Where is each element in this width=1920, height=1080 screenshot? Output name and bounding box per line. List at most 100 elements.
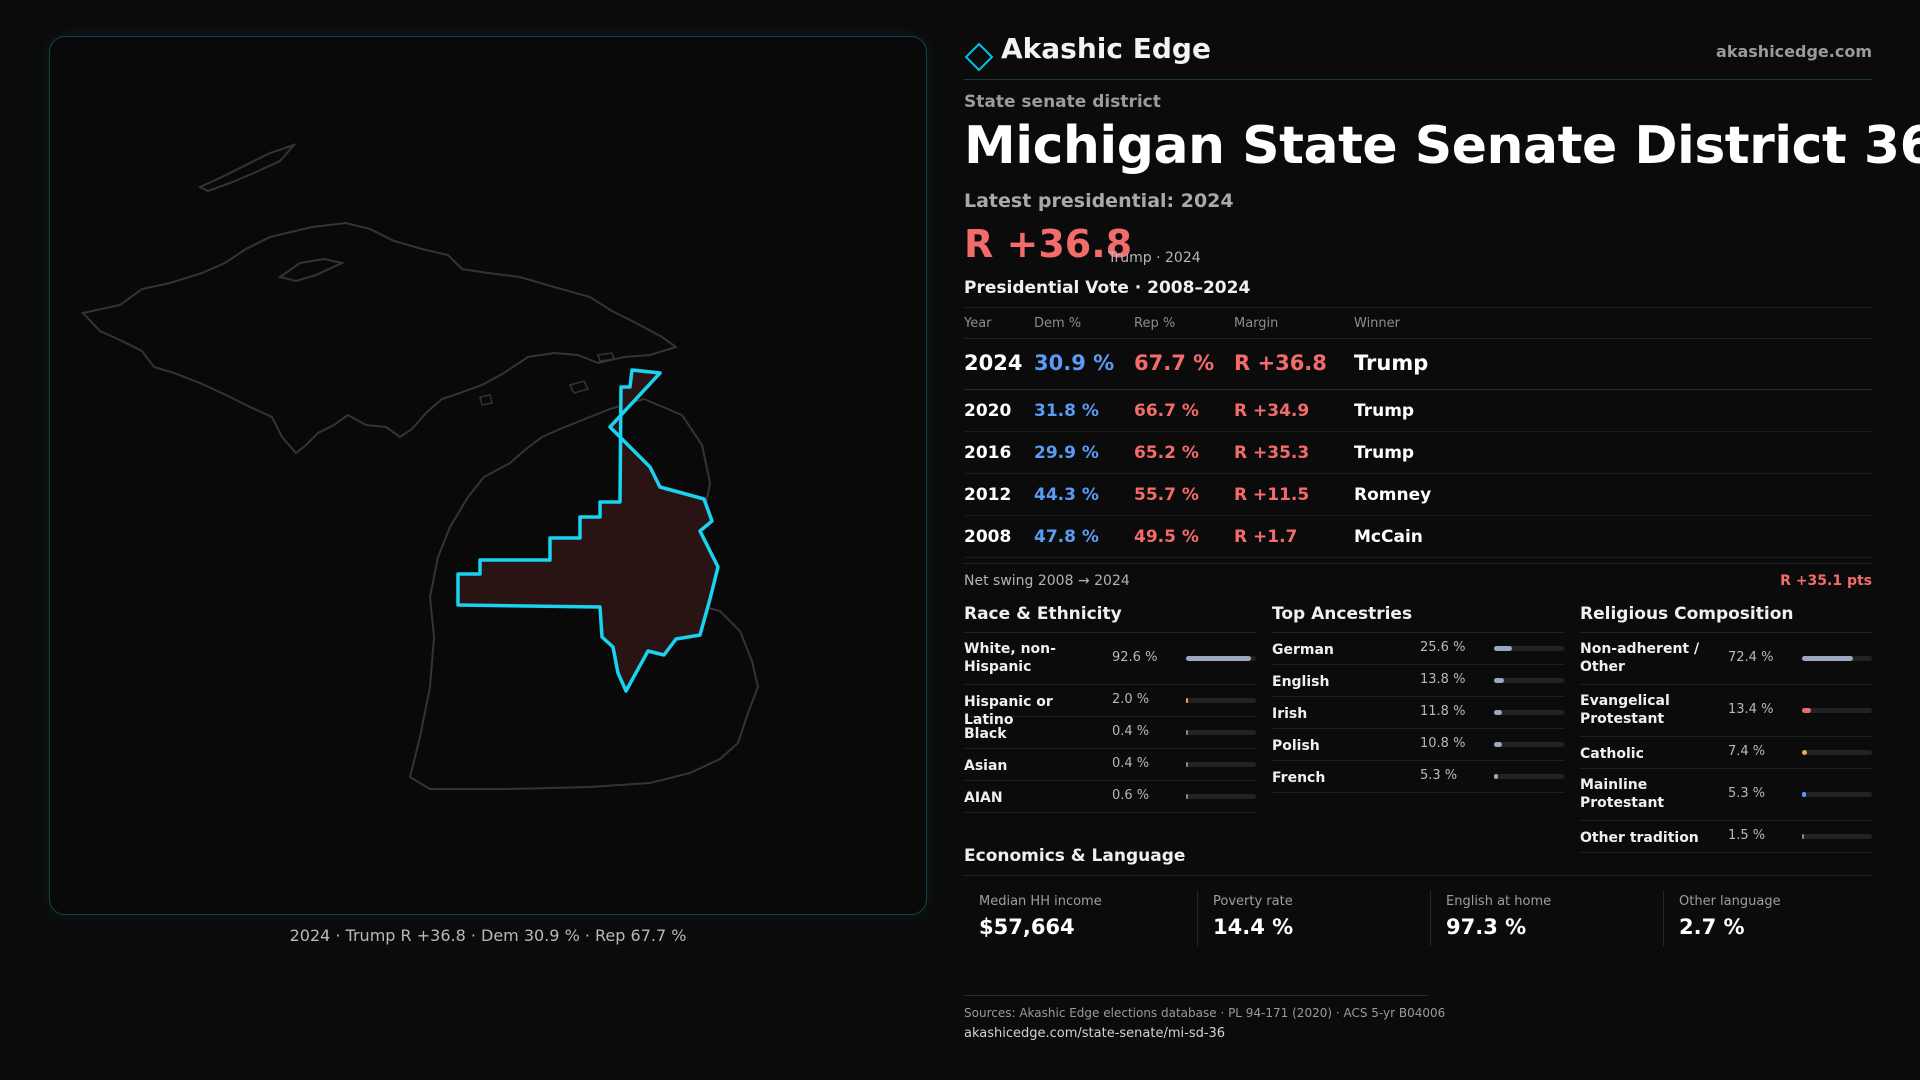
cell-margin: R +35.3 [1234,443,1310,463]
cell-rep: 65.2 % [1134,443,1199,463]
list-item: Polish 10.8 % [1272,729,1564,761]
share-bar [1186,762,1256,767]
item-label: French [1272,770,1326,786]
map-caption: 2024 · Trump R +36.8 · Dem 30.9 % · Rep … [289,926,687,945]
share-bar-fill [1802,708,1812,713]
item-label: Non-adherent / Other [1580,641,1700,675]
presidential-table: Year Dem % Rep % Margin Winner 2024 30.9… [964,307,1872,558]
table-header-row: Year Dem % Rep % Margin Winner [964,308,1872,339]
share-bar [1802,656,1872,661]
item-label: Asian [964,758,1008,774]
table-row: 2020 31.8 % 66.7 % R +34.9 Trump [964,390,1872,432]
list-item: AIAN 0.6 % [964,781,1256,813]
share-bar-fill [1186,762,1188,767]
stat-label: Other language [1679,894,1781,909]
item-value: 0.6 % [1112,788,1150,803]
brand-name[interactable]: Akashic Edge [1001,32,1211,65]
share-bar-fill [1494,774,1498,779]
list-item: Catholic 7.4 % [1580,737,1872,769]
item-label: Polish [1272,738,1320,754]
item-label: Mainline Protestant [1580,777,1665,811]
share-bar [1494,678,1564,683]
share-bar-fill [1494,646,1512,651]
keweenaw-outline [277,257,346,283]
share-bar [1802,834,1872,839]
ancestry-title: Top Ancestries [1272,602,1564,633]
latest-presidential-label: Latest presidential: 2024 [964,190,1234,212]
cell-year: 2016 [964,443,1012,463]
item-label: Evangelical Protestant [1580,693,1670,727]
list-item: Non-adherent / Other 72.4 % [1580,633,1872,685]
share-bar-fill [1186,794,1188,799]
item-value: 72.4 % [1728,650,1774,665]
cell-margin: R +11.5 [1234,485,1310,505]
net-swing-value: R +35.1 pts [1780,573,1872,589]
cell-margin: R +1.7 [1234,527,1298,547]
item-value: 0.4 % [1112,756,1150,771]
share-bar [1494,710,1564,715]
share-bar [1186,698,1256,703]
share-bar-fill [1802,834,1804,839]
cell-dem: 31.8 % [1034,401,1099,421]
stat-value: 97.3 % [1446,915,1527,939]
share-bar-fill [1494,710,1503,715]
island-outline [597,352,615,362]
brand-url-link[interactable]: akashicedge.com [1716,42,1872,61]
share-bar-fill [1802,656,1853,661]
district-map[interactable] [49,36,927,915]
stat-median-income: Median HH income $57,664 [964,890,1189,946]
cell-dem: 29.9 % [1034,443,1099,463]
list-item: Irish 11.8 % [1272,697,1564,729]
item-value: 13.4 % [1728,702,1774,717]
list-item: Hispanic or Latino 2.0 % [964,685,1256,728]
sources-text: Sources: Akashic Edge elections database… [964,1006,1446,1020]
race-ethnicity-title: Race & Ethnicity [964,602,1256,633]
district-36-outline[interactable] [456,368,720,693]
item-value: 5.3 % [1728,786,1766,801]
stat-label: Poverty rate [1213,894,1293,909]
stat-label: Median HH income [979,894,1102,909]
table-row: 2024 30.9 % 67.7 % R +36.8 Trump [964,339,1872,390]
list-item: French 5.3 % [1272,761,1564,793]
share-bar-fill [1494,678,1504,683]
list-item: Evangelical Protestant 13.4 % [1580,685,1872,737]
cell-dem: 44.3 % [1034,485,1099,505]
cell-year: 2008 [964,527,1012,547]
page-title: Michigan State Senate District 36 [964,116,1920,176]
header-dem: Dem % [1034,316,1082,331]
economics-title: Economics & Language [964,846,1872,876]
share-bar-fill [1186,656,1251,661]
list-item: Black 0.4 % [964,717,1256,749]
stat-english-at-home: English at home 97.3 % [1430,890,1655,946]
cell-rep: 49.5 % [1134,527,1199,547]
item-value: 1.5 % [1728,828,1766,843]
brand-header: Akashic Edge akashicedge.com [964,32,1872,80]
item-value: 0.4 % [1112,724,1150,739]
share-bar [1186,656,1256,661]
item-value: 10.8 % [1420,736,1466,751]
share-bar [1494,774,1564,779]
sources-divider [964,995,1427,996]
diamond-outline-icon [964,42,994,72]
share-bar-fill [1802,750,1808,755]
item-value: 11.8 % [1420,704,1466,719]
sources-url-link[interactable]: akashicedge.com/state-senate/mi-sd-36 [964,1026,1226,1041]
cell-dem: 30.9 % [1034,351,1115,375]
item-label: Hispanic or Latino [964,694,1053,728]
share-bar-fill [1802,792,1806,797]
list-item: Other tradition 1.5 % [1580,821,1872,853]
stat-poverty-rate: Poverty rate 14.4 % [1197,890,1422,946]
district-kicker: State senate district [964,92,1161,112]
list-item: English 13.8 % [1272,665,1564,697]
stat-other-language: Other language 2.7 % [1663,890,1888,946]
item-label: Irish [1272,706,1308,722]
header-rep: Rep % [1134,316,1176,331]
header-margin: Margin [1234,316,1279,331]
cell-dem: 47.8 % [1034,527,1099,547]
cell-winner: Romney [1354,485,1432,505]
stat-value: $57,664 [979,915,1075,939]
headline-margin: R +36.8 [964,222,1133,266]
share-bar-fill [1494,742,1502,747]
item-label: German [1272,642,1334,658]
item-label: White, non-Hispanic [964,641,1056,675]
